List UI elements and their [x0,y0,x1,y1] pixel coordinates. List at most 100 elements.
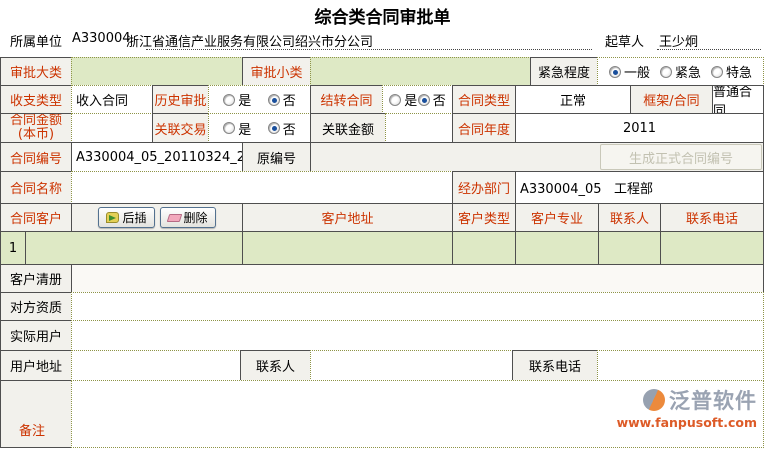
unit-label: 所属单位 [10,35,63,50]
department-label: 经办部门 [452,171,516,204]
column-customer-address: 客户地址 [242,203,453,232]
customer-row-type-cell[interactable] [452,231,516,265]
counterpart-input[interactable] [71,292,764,321]
user-address-label: 用户地址 [0,350,72,381]
radio-circle-icon[interactable] [267,93,280,106]
watermark-url: www.fanpusoft.com [616,415,757,430]
unit-code: A330004 [72,31,131,46]
radio-carryover-no[interactable]: 否 [417,90,446,109]
contract-name-label: 合同名称 [0,171,72,204]
radio-urgency-extra-urgent[interactable]: 特急 [710,62,752,81]
customer-list-area[interactable] [71,264,764,293]
radio-circle-icon[interactable] [659,65,672,78]
customer-list-label: 客户清册 [0,264,72,293]
radio-related-trade-yes[interactable]: 是 [223,119,251,138]
remark-label: 备注 [0,380,72,448]
drafter-label: 起草人 [605,35,645,50]
approval-major-label: 审批大类 [0,57,72,86]
urgency-radio-group: 一般 紧急 特急 [597,57,764,86]
user-phone-input[interactable] [597,350,764,381]
radio-circle-icon[interactable] [417,93,430,106]
drafter-name: 王少炯 [659,35,699,50]
insert-icon [106,212,120,223]
insert-after-button[interactable]: 后插 [98,207,155,228]
history-approval-radio-group: 是 否 [208,85,311,114]
page-title: 综合类合同审批单 [314,8,451,28]
contract-type-label: 合同类型 [452,85,516,114]
actual-user-input[interactable] [71,320,764,351]
approval-major-input[interactable] [71,57,243,86]
counterpart-label: 对方资质 [0,292,72,321]
radio-label: 是 [238,122,252,138]
amount-label-line2: (本币) [17,127,55,142]
amount-label-line1: 合同金额 [9,113,62,128]
customer-toolbar: 后插 删除 [71,203,243,232]
customer-row-phone-cell[interactable] [660,231,764,265]
column-phone: 联系电话 [660,203,764,232]
related-amount-input[interactable] [385,113,453,143]
radio-circle-icon[interactable] [223,122,236,134]
radio-label: 一般 [623,66,650,81]
unit-name: 浙江省通信产业服务有限公司绍兴市分公司 [126,35,374,50]
eraser-icon [166,213,182,222]
fanpu-logo-icon [643,389,665,411]
income-type-input[interactable]: 收入合同 [71,85,153,114]
customer-row-name-cell[interactable] [25,231,243,265]
delete-button[interactable]: 删除 [159,207,216,228]
customer-section-label: 合同客户 [0,203,72,232]
customer-row-contact-cell[interactable] [598,231,661,265]
customer-row-address-cell[interactable] [242,231,453,265]
remark-input[interactable]: 泛普软件 www.fanpusoft.com [71,380,764,448]
user-address-input[interactable] [71,350,241,381]
contract-year-label: 合同年度 [452,113,516,143]
radio-circle-icon[interactable] [389,93,402,106]
radio-history-no[interactable]: 否 [267,90,296,109]
radio-urgency-normal[interactable]: 一般 [608,62,650,81]
radio-circle-icon[interactable] [608,65,621,78]
contract-no-value: A330004_05_20110324_21 [71,142,243,172]
carryover-radio-group: 是 否 [382,85,453,114]
urgency-label: 紧急程度 [530,57,598,86]
delete-button-label: 删除 [183,211,208,225]
radio-circle-icon[interactable] [710,65,723,78]
amount-input[interactable] [71,113,153,143]
contract-year-value: 2011 [515,113,764,143]
history-approval-label: 历史审批 [152,85,209,114]
radio-carryover-yes[interactable]: 是 [389,90,417,109]
drafter-underline [657,49,761,50]
column-customer-specialty: 客户专业 [515,203,599,232]
department-value: A330004_05 工程部 [515,171,764,204]
contract-no-label: 合同编号 [0,142,72,172]
contract-name-input[interactable] [71,171,453,204]
related-trade-label: 关联交易 [152,113,209,143]
radio-urgency-urgent[interactable]: 紧急 [659,62,701,81]
radio-label: 紧急 [674,66,701,81]
unit-underline [146,49,592,50]
approval-minor-input[interactable] [310,57,531,86]
carryover-label: 结转合同 [310,85,383,114]
radio-label: 是 [238,94,252,109]
original-no-label: 原编号 [242,142,311,172]
watermark: 泛普软件 www.fanpusoft.com [617,385,757,430]
radio-label: 否 [282,122,296,138]
radio-label: 是 [404,94,418,109]
frame-contract-label: 框架/合同 [630,85,713,114]
radio-label: 特急 [725,66,752,81]
generate-contract-no-button[interactable]: 生成正式合同编号 [600,144,762,170]
insert-after-button-label: 后插 [122,211,147,225]
amount-label: 合同金额 (本币) [0,113,72,143]
radio-related-trade-no[interactable]: 否 [267,119,296,138]
customer-row-specialty-cell[interactable] [515,231,599,265]
related-amount-label: 关联金额 [310,113,386,143]
radio-circle-icon[interactable] [267,122,280,134]
column-contact: 联系人 [598,203,661,232]
radio-label: 否 [432,94,446,109]
user-contact-input[interactable] [310,350,513,381]
contract-type-value: 正常 [515,85,631,114]
radio-circle-icon[interactable] [223,93,236,106]
customer-row-index: 1 [0,231,26,265]
radio-history-yes[interactable]: 是 [223,90,251,109]
radio-label: 否 [282,94,296,109]
related-trade-radio-group: 是 否 [208,113,311,143]
